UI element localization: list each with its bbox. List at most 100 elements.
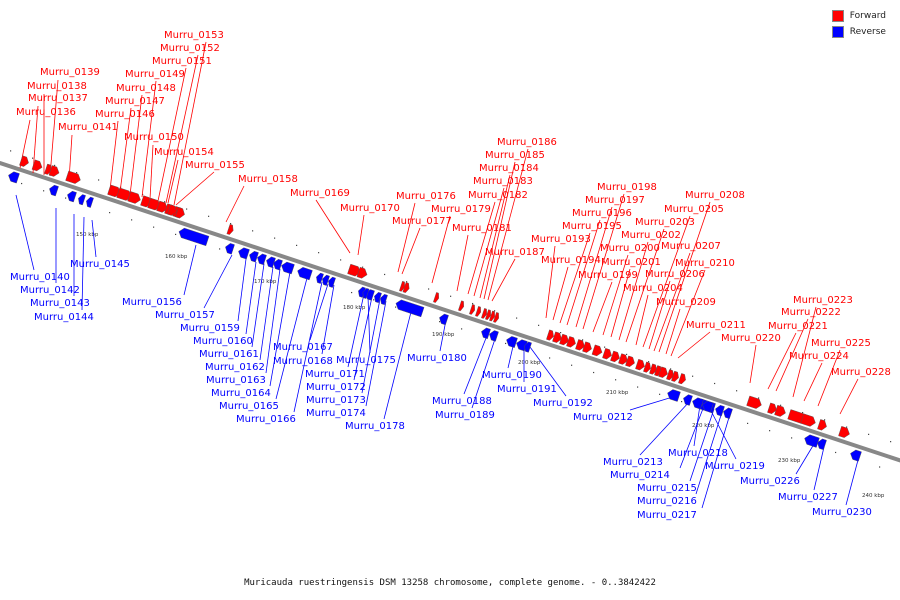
- gene-murru_0180[interactable]: [438, 313, 449, 326]
- gene-murru_0201[interactable]: [610, 350, 621, 363]
- gene-murru_0194[interactable]: [552, 331, 563, 344]
- gene-murru_0217[interactable]: [722, 407, 733, 419]
- gene-label-murru_0206: Murru_0206: [645, 269, 705, 280]
- scale-dot: [164, 201, 166, 203]
- gene-label-murru_0149: Murru_0149: [125, 69, 185, 80]
- gene-murru_0177[interactable]: [402, 282, 411, 293]
- gene-murru_0206[interactable]: [649, 363, 658, 375]
- gene-murru_0175[interactable]: [361, 288, 370, 299]
- gene-murru_0199[interactable]: [591, 344, 604, 357]
- scale-dot: [593, 371, 595, 374]
- gene-murru_0166[interactable]: [315, 272, 324, 284]
- gene-murru_0182[interactable]: [469, 304, 476, 315]
- gene-murru_0222[interactable]: [774, 404, 787, 418]
- gene-murru_0143[interactable]: [66, 190, 77, 203]
- callout-line: [670, 269, 706, 357]
- scale-dot: [252, 230, 254, 232]
- gene-label-murru_0224: Murru_0224: [789, 351, 849, 362]
- gene-murru_0142[interactable]: [48, 184, 59, 197]
- gene-murru_0181[interactable]: [458, 300, 465, 312]
- gene-murru_0151[interactable]: [156, 200, 169, 214]
- gene-murru_0198[interactable]: [582, 341, 593, 354]
- gene-murru_0155[interactable]: [175, 207, 186, 219]
- gene-murru_0140[interactable]: [7, 170, 20, 184]
- gene-murru_0160[interactable]: [248, 250, 259, 263]
- gene-murru_0202[interactable]: [618, 353, 629, 366]
- gene-murru_0192[interactable]: [523, 341, 532, 353]
- gene-murru_0195[interactable]: [559, 333, 570, 346]
- gene-label-murru_0142: Murru_0142: [20, 285, 80, 296]
- gene-murru_0227[interactable]: [816, 438, 827, 451]
- gene-murru_0141[interactable]: [65, 170, 82, 185]
- gene-murru_0185[interactable]: [485, 309, 492, 321]
- gene-label-murru_0164: Murru_0164: [211, 388, 271, 399]
- gene-murru_0162[interactable]: [265, 256, 276, 268]
- gene-murru_0220[interactable]: [746, 395, 763, 410]
- gene-murru_0210[interactable]: [671, 370, 680, 382]
- gene-murru_0176[interactable]: [399, 280, 406, 292]
- gene-label-murru_0230: Murru_0230: [812, 507, 872, 518]
- gene-murru_0226[interactable]: [803, 434, 820, 448]
- gene-murru_0173[interactable]: [373, 291, 382, 304]
- gene-murru_0225[interactable]: [817, 419, 828, 431]
- gene-murru_0203[interactable]: [625, 355, 636, 368]
- gene-murru_0209[interactable]: [666, 369, 675, 381]
- gene-murru_0145[interactable]: [85, 196, 94, 208]
- gene-murru_0154[interactable]: [167, 204, 178, 217]
- gene-murru_0189[interactable]: [488, 329, 499, 342]
- gene-murru_0204[interactable]: [635, 358, 646, 371]
- gene-murru_0157[interactable]: [224, 242, 235, 255]
- gene-murru_0205[interactable]: [643, 361, 652, 373]
- callout-line: [463, 332, 489, 395]
- gene-murru_0164[interactable]: [280, 261, 295, 275]
- gene-murru_0137[interactable]: [31, 159, 44, 172]
- gene-label-murru_0165: Murru_0165: [219, 401, 279, 412]
- gene-murru_0170[interactable]: [356, 266, 369, 279]
- gene-murru_0168[interactable]: [327, 276, 336, 288]
- gene-murru_0161[interactable]: [256, 253, 267, 266]
- gene-murru_0184[interactable]: [481, 308, 488, 319]
- gene-murru_0200[interactable]: [602, 348, 613, 360]
- gene-murru_0188[interactable]: [480, 327, 491, 340]
- gene-murru_0156[interactable]: [177, 227, 210, 247]
- gene-murru_0211[interactable]: [678, 373, 687, 385]
- gene-murru_0190[interactable]: [505, 335, 518, 348]
- gene-murru_0139[interactable]: [48, 165, 61, 177]
- callout-line: [693, 404, 701, 447]
- gene-label-murru_0191: Murru_0191: [497, 384, 557, 395]
- gene-murru_0228[interactable]: [838, 426, 851, 439]
- gene-murru_0196[interactable]: [566, 336, 577, 348]
- gene-murru_0163[interactable]: [272, 258, 283, 271]
- gene-murru_0216[interactable]: [714, 404, 725, 417]
- gene-murru_0218[interactable]: [691, 396, 704, 410]
- gene-murru_0197[interactable]: [575, 339, 586, 351]
- gene-murru_0165[interactable]: [296, 266, 313, 281]
- gene-murru_0186[interactable]: [489, 310, 496, 322]
- gene-murru_0167[interactable]: [321, 274, 330, 286]
- gene-murru_0224[interactable]: [800, 413, 817, 428]
- gene-murru_0183[interactable]: [475, 306, 482, 317]
- gene-label-murru_0216: Murru_0216: [637, 496, 697, 507]
- gene-murru_0187[interactable]: [493, 312, 500, 323]
- gene-murru_0158[interactable]: [226, 224, 235, 235]
- gene-murru_0148[interactable]: [127, 191, 143, 204]
- scale-dot: [846, 426, 848, 428]
- gene-murru_0208[interactable]: [658, 366, 669, 379]
- callout-line: [183, 244, 197, 296]
- gene-murru_0230[interactable]: [849, 449, 862, 462]
- gene-murru_0179[interactable]: [433, 292, 440, 303]
- callout-line: [642, 215, 691, 348]
- gene-murru_0213[interactable]: [682, 393, 693, 406]
- gene-murru_0174[interactable]: [379, 293, 388, 306]
- gene-murru_0136[interactable]: [19, 155, 30, 168]
- scale-dot: [461, 328, 463, 330]
- gene-murru_0144[interactable]: [77, 194, 86, 206]
- gene-murru_0219[interactable]: [701, 400, 714, 413]
- gene-murru_0221[interactable]: [767, 402, 778, 415]
- gene-label-murru_0180: Murru_0180: [407, 353, 467, 364]
- gene-murru_0212[interactable]: [666, 388, 681, 402]
- gene-murru_0178[interactable]: [394, 299, 425, 318]
- gene-murru_0159[interactable]: [237, 246, 250, 260]
- gene-murru_0193[interactable]: [546, 329, 555, 341]
- scale-dot: [560, 332, 562, 334]
